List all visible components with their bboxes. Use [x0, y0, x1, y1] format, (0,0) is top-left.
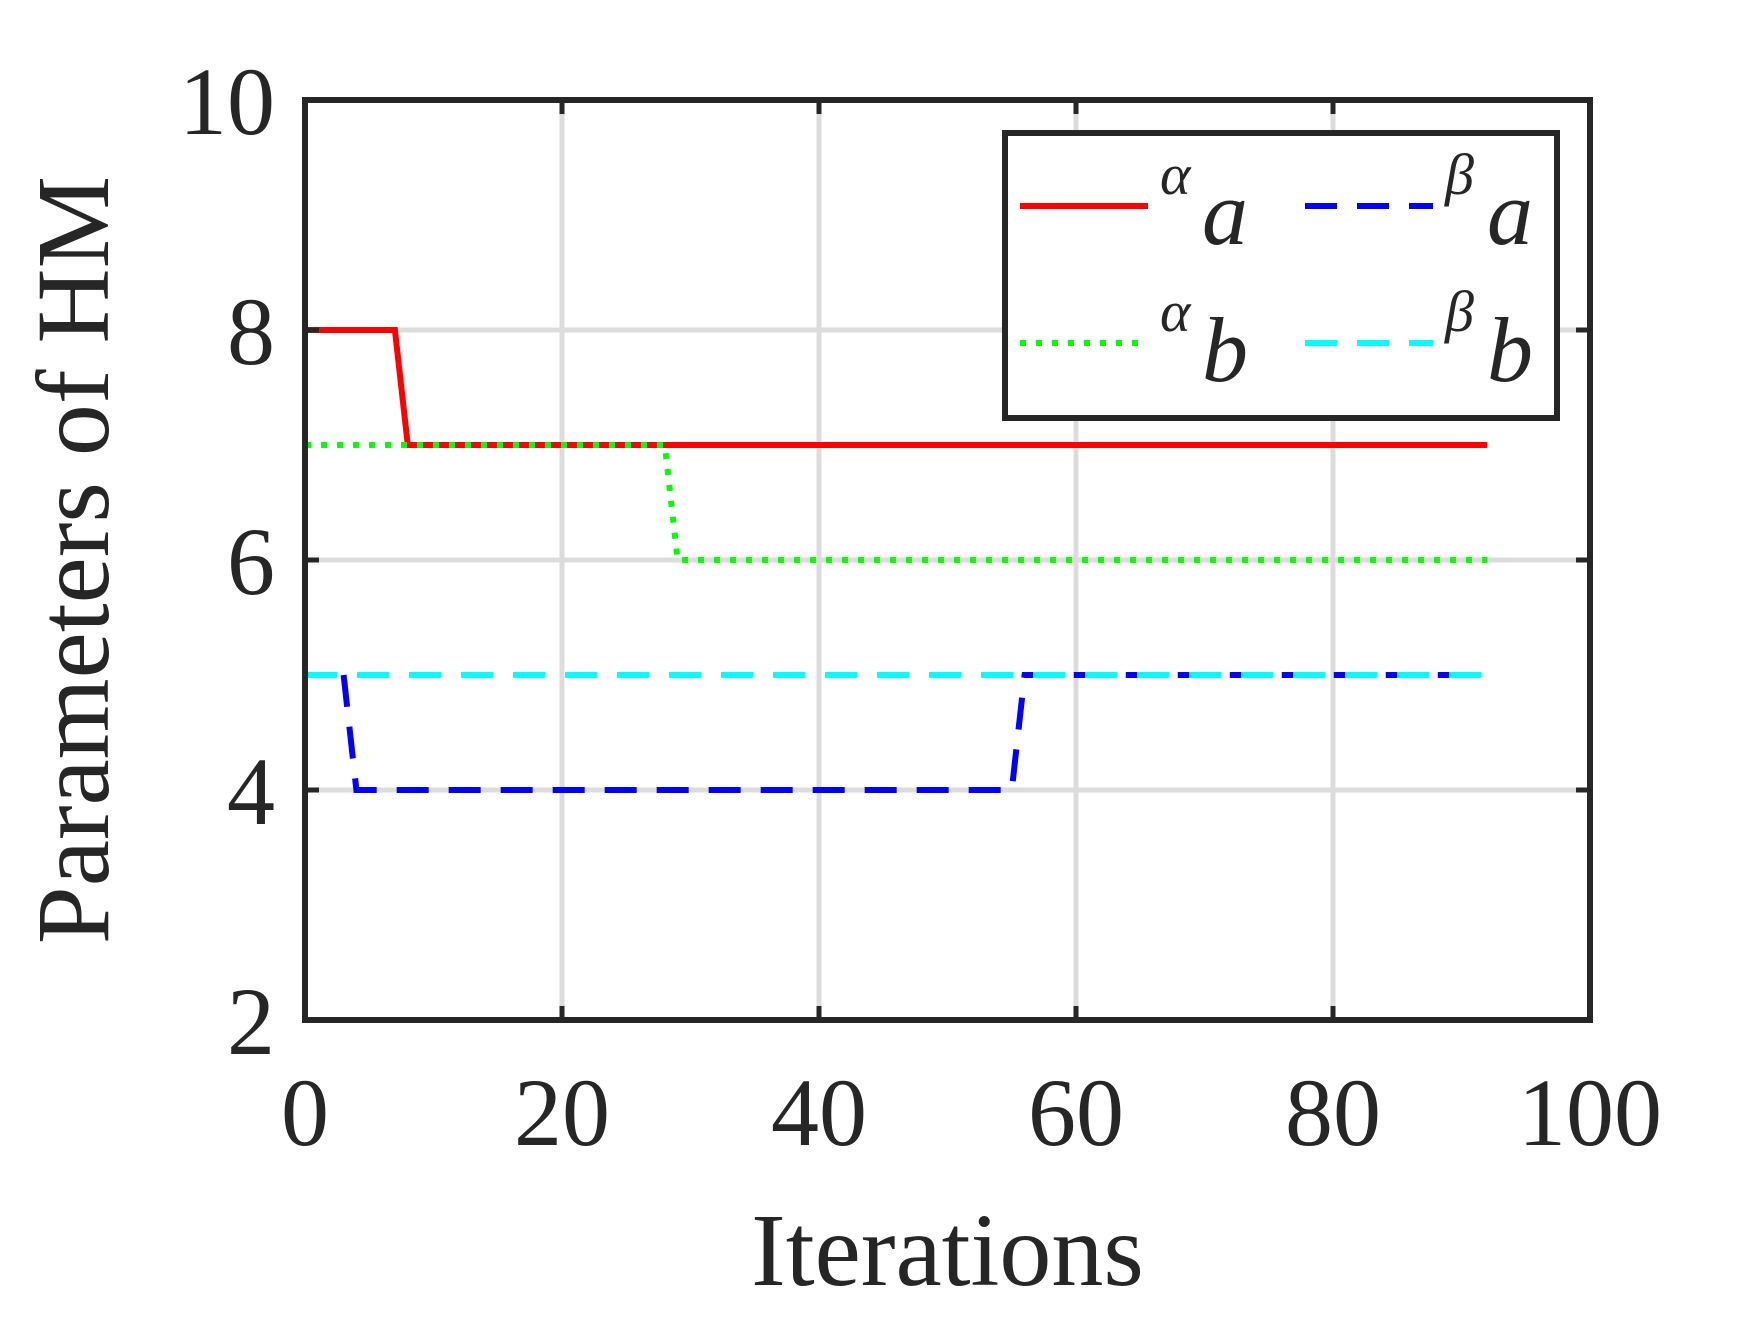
x-tick-label: 0	[281, 1059, 329, 1166]
x-axis-title: Iterations	[751, 1193, 1144, 1308]
legend-label: b	[1487, 299, 1533, 401]
y-tick-label: 4	[227, 738, 275, 845]
series-line-2	[340, 672, 1488, 793]
legend-label-superscript: β	[1444, 142, 1474, 207]
series-line-1	[305, 327, 1488, 448]
axis-ticks	[302, 97, 1593, 1023]
y-axis-title: Parameters of HM	[16, 176, 131, 944]
y-tick-label: 10	[179, 48, 275, 155]
series-line-3	[305, 442, 1488, 563]
legend: α a β aα b β b	[1002, 130, 1560, 421]
legend-label-superscript: β	[1444, 279, 1474, 344]
x-tick-labels: 0 20 40 60 80 100	[281, 1059, 1662, 1166]
legend-box	[1002, 130, 1560, 421]
x-tick-label: 80	[1285, 1059, 1381, 1166]
legend-label: b	[1202, 299, 1248, 401]
series-lines	[305, 327, 1488, 793]
legend-label-superscript: α	[1160, 142, 1192, 207]
legend-label: a	[1487, 162, 1533, 264]
x-tick-label: 20	[514, 1059, 610, 1166]
x-tick-label: 100	[1518, 1059, 1662, 1166]
y-tick-label: 6	[227, 508, 275, 615]
y-tick-label: 2	[227, 968, 275, 1075]
y-tick-labels: 2 4 6 8 10	[179, 48, 275, 1075]
x-tick-label: 40	[771, 1059, 867, 1166]
y-tick-label: 8	[227, 278, 275, 385]
x-tick-label: 60	[1028, 1059, 1124, 1166]
legend-label: a	[1202, 162, 1248, 264]
legend-label-superscript: α	[1160, 279, 1192, 344]
